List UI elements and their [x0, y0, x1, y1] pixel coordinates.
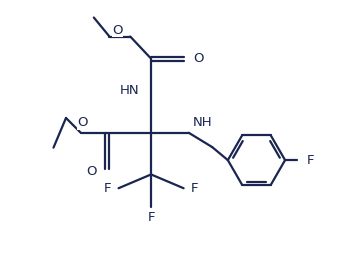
Text: HN: HN — [120, 84, 139, 97]
Text: NH: NH — [193, 117, 212, 129]
Text: F: F — [307, 154, 314, 167]
Text: F: F — [104, 182, 111, 195]
Text: O: O — [194, 52, 204, 65]
Text: O: O — [113, 24, 123, 37]
Text: O: O — [77, 117, 87, 129]
Text: O: O — [86, 165, 96, 178]
Text: F: F — [191, 182, 198, 195]
Text: F: F — [147, 211, 155, 224]
